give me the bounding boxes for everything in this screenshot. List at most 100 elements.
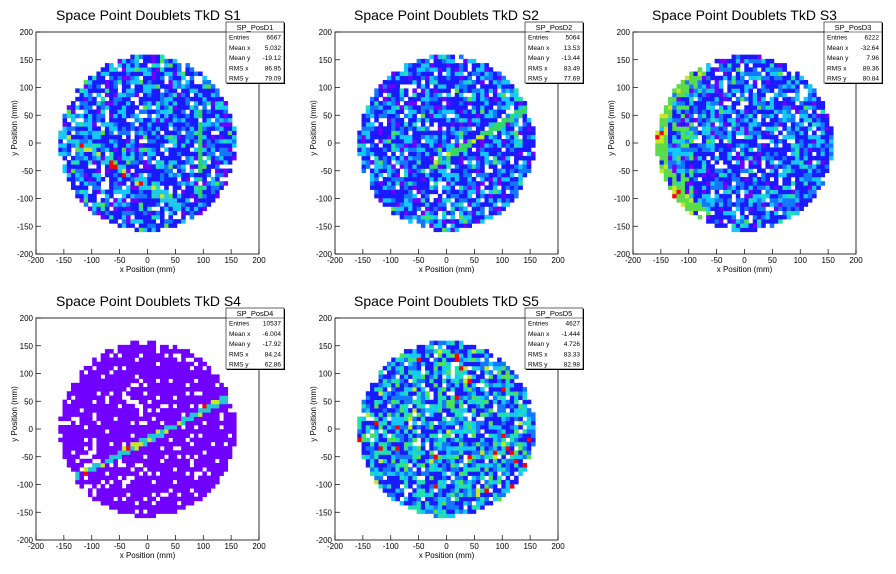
heatmap-cell [416,147,422,152]
stats-label: RMS x [229,65,249,72]
heatmap-cell [151,189,157,195]
heatmap-cell [164,505,169,510]
heatmap-cell [829,147,834,152]
y-tick-label: 50 [621,111,630,120]
heatmap-cell [104,408,110,413]
x-tick-label: -200 [327,256,344,265]
heatmap-cell [429,155,434,161]
x-tick-label: 0 [145,542,150,551]
heatmap-cell [130,79,135,85]
heatmap-cell [668,160,673,165]
stats-label: Mean y [827,55,849,62]
heatmap-cell [689,130,694,136]
heatmap-cell [168,223,173,228]
heatmap-cell [181,160,186,165]
heatmap-cell [509,181,515,186]
heatmap-cell [820,134,826,140]
heatmap-cell [164,344,169,350]
heatmap-cell [147,113,152,119]
heatmap-cell [143,484,148,489]
heatmap-cell [420,122,426,127]
heatmap-cell [437,117,443,123]
chart-panel-1: -200 -150 -100 -50 0 50 100 150 200-200-150-100-… [10,7,285,274]
heatmap-cell [104,168,110,174]
heatmap-cell [446,143,451,148]
heatmap-cell [117,202,123,207]
heatmap-cell [463,155,468,161]
heatmap-cell [740,214,745,220]
heatmap-cell [181,462,186,468]
heatmap-cell [164,96,169,102]
heatmap-cell [706,122,711,127]
heatmap-cell [735,164,741,169]
heatmap-cell [168,202,173,207]
heatmap-cell [756,168,762,174]
heatmap-cell [718,147,724,152]
heatmap-cell [676,84,682,89]
heatmap-cell [206,126,212,131]
heatmap-cell [155,130,161,136]
heatmap-cell [731,79,737,85]
heatmap-cell [408,210,413,216]
heatmap-cell [151,467,157,472]
heatmap-cell [126,92,131,98]
heatmap-cell [416,109,422,114]
heatmap-cell [484,101,489,106]
heatmap-cell [134,67,140,72]
heatmap-cell [121,475,127,481]
heatmap-cell [458,54,464,60]
heatmap-cell [100,488,106,493]
heatmap-cell [399,189,405,195]
heatmap-cell [693,143,698,148]
heatmap-cell [109,500,114,506]
heatmap-cell [134,164,140,169]
heatmap-cell [130,446,135,451]
heatmap-cell [151,172,157,178]
heatmap-cell [215,454,220,460]
heatmap-cell [168,458,173,464]
heatmap-cell [130,505,135,510]
heatmap-cell [693,130,698,136]
heatmap-cell [159,365,165,371]
heatmap-cell [710,181,715,186]
heatmap-cell [475,126,481,131]
heatmap-cell [164,378,169,384]
heatmap-cell [79,399,85,405]
heatmap-cell [113,143,118,148]
heatmap-cell [151,122,157,127]
heatmap-cell [391,210,396,216]
heatmap-cell [172,155,178,161]
heatmap-cell [727,160,732,165]
heatmap-cell [450,122,456,127]
heatmap-cell [155,151,161,157]
heatmap-cell [361,160,367,165]
heatmap-cell [740,168,745,174]
heatmap-cell [744,117,749,123]
heatmap-cell [684,139,690,144]
heatmap-cell [480,96,485,102]
heatmap-cell [147,147,152,152]
heatmap-cell [727,79,732,85]
heatmap-cell [202,206,207,212]
heatmap-cell [786,160,792,165]
heatmap-cell [223,416,229,422]
heatmap-cell [518,155,523,161]
heatmap-cell [104,88,110,93]
heatmap-cell [382,84,388,89]
heatmap-cell [820,122,826,127]
heatmap-cell [454,96,460,102]
heatmap-cell [812,176,817,182]
heatmap-cell [756,176,762,182]
heatmap-cell [416,126,422,131]
heatmap-cell [109,210,114,216]
heatmap-cell [210,147,216,152]
heatmap-cell [761,198,766,203]
heatmap-cell [663,139,669,144]
heatmap-cell [219,403,224,409]
heatmap-cell [442,130,447,136]
heatmap-cell [668,172,673,178]
heatmap-cell [706,71,711,77]
heatmap-cell [96,488,101,493]
heatmap-cell [113,353,118,358]
heatmap-cell [395,210,400,216]
